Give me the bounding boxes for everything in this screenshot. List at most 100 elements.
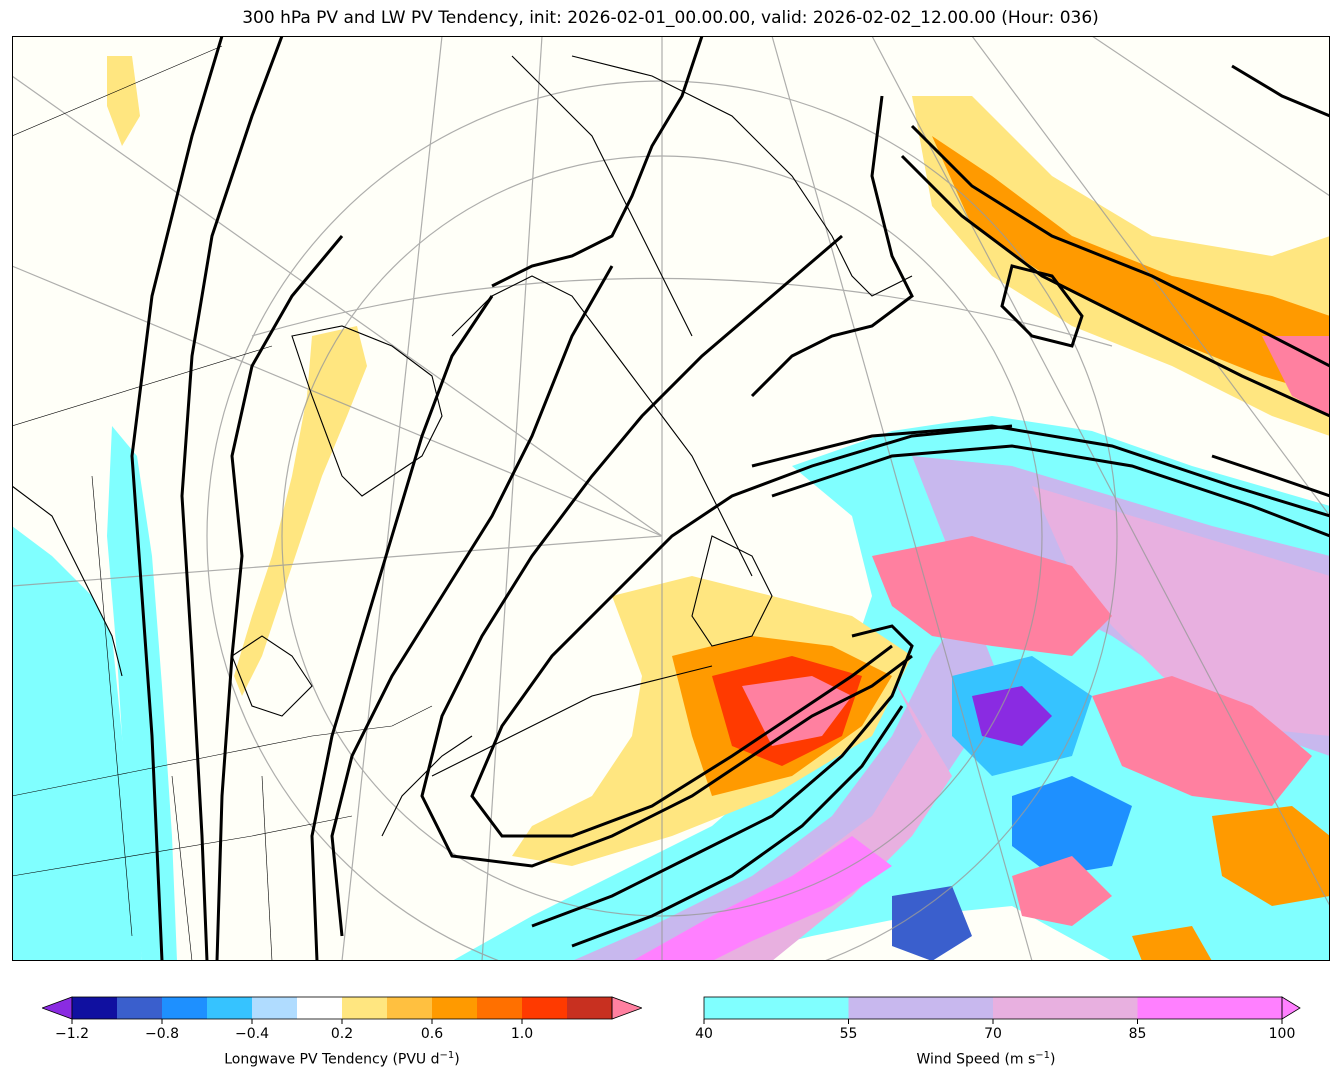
pv-colorbar-segment: [477, 997, 523, 1019]
pv-colorbar-tick-label: 0.2: [330, 1026, 354, 1042]
pv-contour-greenland: [491, 36, 704, 288]
meridian-9: [12, 265, 663, 537]
coast-great-lakes: [231, 635, 313, 717]
pv-colorbar-tick-label: −1.2: [55, 1026, 89, 1042]
coast-west: [12, 485, 123, 677]
pv-contour-trough-1: [310, 295, 494, 961]
pv-negative-blob-2: [972, 686, 1052, 746]
pv-negative-blob-4: [1012, 776, 1132, 876]
pv-contour-trough-3: [420, 234, 913, 868]
coast-hudson-bay: [291, 325, 443, 497]
pv-contour-east-edge: [1211, 454, 1330, 498]
border-us-canada: [12, 705, 433, 797]
meridian-8: [12, 75, 663, 537]
pv-contour-east-long-1: [751, 424, 1330, 518]
pv-contour-west-2: [180, 36, 284, 961]
pv-mixed-field-east: [872, 536, 1112, 656]
pv-contour-east-loop: [1000, 264, 1084, 348]
coast-greenland: [571, 55, 913, 297]
pv-colorbar-segment: [162, 997, 208, 1019]
border-states-3: [261, 775, 273, 961]
pv-colorbar-tick-label: 0.6: [420, 1026, 444, 1042]
wind-speed-label-tail: ): [1050, 1051, 1056, 1068]
pv-tendency-label-tail: ): [454, 1051, 460, 1068]
meridian-3: [341, 36, 443, 961]
wind-colorbar-tick-label: 85: [1128, 1026, 1147, 1042]
pv-colorbar-segment: [567, 997, 613, 1019]
pv-colorbar-segment: [342, 997, 388, 1019]
wind-jet-east-85: [632, 836, 892, 961]
wind-colorbar-segment: [993, 997, 1138, 1019]
wind-jet-west-core: [107, 426, 177, 961]
pv-mixed-blob-8: [1132, 926, 1212, 961]
map-frame: [12, 36, 1330, 961]
political-borders: [12, 45, 433, 961]
wind-jet-west: [12, 526, 142, 961]
pv-contour-ne-corner: [1231, 64, 1330, 118]
pv-colorbar-segment: [207, 997, 253, 1019]
coast-new-england: [381, 735, 473, 837]
pv-tendency-shading: [107, 56, 1330, 961]
coast-east-us: [431, 665, 713, 777]
meridian-4: [771, 36, 1033, 961]
figure-title: 300 hPa PV and LW PV Tendency, init: 202…: [242, 8, 1099, 28]
wind-jet-east-70: [1032, 486, 1330, 736]
wind-colorbar-extend-high: [1281, 996, 1301, 1020]
pv-colorbar-extend-low: [42, 996, 73, 1020]
coast-labrador: [451, 275, 753, 577]
wind-speed-colorbar-label: Wind Speed (m s−1): [916, 1050, 1055, 1068]
wind-colorbar-segment: [704, 997, 849, 1019]
pv-mixed-blob-6: [1012, 856, 1112, 926]
pv-contour-east-long-4: [900, 154, 1330, 418]
pv-colorbar-tick-label: −0.4: [235, 1026, 269, 1042]
pv-colorbar-extend-high: [611, 996, 642, 1020]
meridian-10: [12, 535, 663, 587]
wind-colorbar-tick-label: 55: [839, 1026, 858, 1042]
meridian-7: [1091, 36, 1330, 197]
pv-colorbar-segment: [117, 997, 163, 1019]
pv-tendency-label-text: Longwave PV Tendency (PVU d: [224, 1051, 440, 1068]
map-panel: [12, 36, 1330, 961]
pv-contour-west-1: [130, 36, 224, 961]
pv-tendency-colorbar: [42, 996, 642, 1024]
pv-contour-trough-2: [330, 265, 614, 937]
pv-contour-ridge-east-1: [531, 624, 914, 928]
border-states-2: [171, 775, 193, 961]
wind-speed-label-exp: −1: [1035, 1050, 1051, 1061]
border-provinces-1: [12, 45, 223, 137]
pv-positive-blob-nw: [107, 56, 140, 146]
wind-speed-label-text: Wind Speed (m s: [916, 1051, 1036, 1068]
wind-colorbar-tick-label: 70: [984, 1026, 1002, 1042]
border-provinces-3: [91, 475, 133, 937]
coastlines: [12, 55, 913, 837]
meridian-2: [481, 36, 543, 961]
pv-colorbar-segment: [387, 997, 433, 1019]
pv-tendency-label-exp: −1: [439, 1050, 455, 1061]
meridian-5: [871, 36, 1330, 907]
pv-colorbar-segment: [297, 997, 343, 1019]
pv-tendency-colorbar-label: Longwave PV Tendency (PVU d−1): [224, 1050, 459, 1068]
coast-arctic-islands: [511, 55, 693, 337]
wind-colorbar-tick-label: 100: [1268, 1026, 1296, 1042]
pv-colorbar-tick-label: 1.0: [510, 1026, 534, 1042]
pv-mixed-blob-3: [1092, 676, 1312, 806]
wind-colorbar-tick-label: 40: [695, 1026, 713, 1042]
pv-contour-east-long-2: [771, 444, 1330, 538]
latitude-arc-north: [251, 277, 1113, 347]
pv-colorbar-segment: [252, 997, 298, 1019]
pv-colorbar-segment: [432, 997, 478, 1019]
border-states-1: [12, 815, 353, 877]
pv-contour-ridge-east-2: [571, 705, 904, 948]
pv-contour-trough-4: [470, 424, 1013, 838]
coast-newfoundland: [691, 535, 773, 647]
pv-colorbar-tick-label: −0.8: [145, 1026, 179, 1042]
pv-contour-north-loop: [750, 95, 914, 398]
wind-colorbar-segment: [848, 997, 994, 1019]
pv-mixed-blob-5: [1212, 806, 1330, 906]
wind-colorbar-segment: [1137, 997, 1283, 1019]
pv-contour-west-3: [215, 235, 344, 961]
pv-colorbar-segment: [522, 997, 568, 1019]
pv-positive-band-west: [234, 326, 367, 696]
pv-contour-east-long-3: [910, 124, 1330, 368]
pv-colorbar-segment: [72, 997, 118, 1019]
